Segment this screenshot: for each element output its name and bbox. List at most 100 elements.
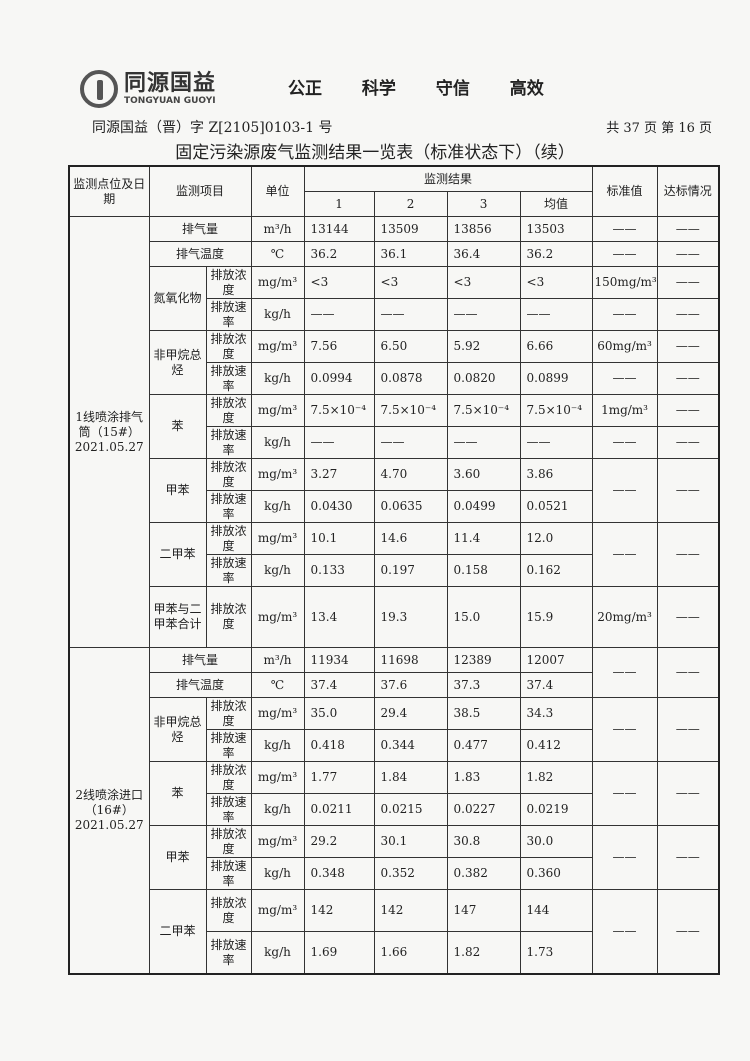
ok-cell: —— bbox=[656, 697, 720, 762]
value-cell: 7.5×10⁻⁴ bbox=[519, 394, 593, 427]
ok-cell: —— bbox=[656, 889, 720, 975]
value-cell: 6.66 bbox=[519, 330, 593, 363]
sub-item-cell: 排放速率 bbox=[205, 362, 252, 395]
table-row: 排放速率 kg/h —— —— —— —— —— —— bbox=[69, 298, 720, 331]
value-cell: <3 bbox=[446, 266, 521, 299]
header-run: 2 bbox=[373, 191, 448, 217]
unit-cell: kg/h bbox=[250, 931, 305, 975]
value-cell: —— bbox=[373, 298, 448, 331]
value-cell: 0.344 bbox=[373, 729, 448, 762]
table-row: 苯排放浓度 mg/m³ 1.77 1.84 1.83 1.82 —— —— bbox=[69, 761, 720, 826]
ok-cell: —— bbox=[656, 298, 720, 331]
value-cell: 38.5 bbox=[446, 697, 521, 730]
value-cell: 3.86 bbox=[519, 458, 593, 491]
value-cell: 142 bbox=[373, 889, 448, 932]
sub-item-cell: 排放浓度 bbox=[205, 266, 252, 299]
value-cell: 0.412 bbox=[519, 729, 593, 762]
site-cell: 1线喷涂排气筒（15#）2021.05.27 bbox=[68, 216, 150, 648]
value-cell: 0.352 bbox=[373, 857, 448, 890]
value-cell: 36.1 bbox=[373, 241, 448, 267]
sub-item-cell: 排放浓度 bbox=[205, 458, 252, 491]
table-row: 非甲烷总烃 排放浓度 mg/m³ 7.56 6.50 5.92 6.66 60mg/m³ —— bbox=[69, 330, 720, 395]
unit-cell: mg/m³ bbox=[250, 458, 305, 491]
slogan: 公正 科学 守信 高效 bbox=[288, 74, 578, 99]
results-table: 监测点位及日期 监测项目 单位 监测结果 标准值 达标情况 1 2 3 均值 1… bbox=[68, 165, 721, 975]
unit-cell: m³/h bbox=[250, 647, 305, 673]
ok-cell: —— bbox=[656, 761, 720, 826]
item-cell: 甲苯与二甲苯合计 bbox=[148, 586, 207, 648]
sub-item-cell: 排放速率 bbox=[205, 793, 252, 826]
value-cell: 1.66 bbox=[373, 931, 448, 975]
unit-cell: mg/m³ bbox=[250, 697, 305, 730]
std-cell: —— bbox=[591, 825, 658, 890]
value-cell: 0.133 bbox=[303, 554, 375, 587]
header-ok: 达标情况 bbox=[656, 165, 720, 217]
sub-item-cell: 排放浓度 bbox=[205, 394, 252, 427]
value-cell: —— bbox=[373, 426, 448, 459]
logo-icon bbox=[80, 70, 118, 108]
value-cell: 37.6 bbox=[373, 672, 448, 698]
std-cell: 20mg/m³ bbox=[591, 586, 658, 648]
item-cell: 非甲烷总烃 bbox=[148, 330, 207, 395]
table-row: 排放速率 kg/h 0.348 0.352 0.382 0.360 bbox=[69, 857, 719, 890]
item-cell: 排气量 bbox=[148, 216, 252, 242]
header-std: 标准值 bbox=[591, 165, 658, 217]
value-cell: 10.1 bbox=[303, 522, 375, 555]
value-cell: 1.83 bbox=[446, 761, 521, 794]
header-run: 均值 bbox=[519, 191, 593, 217]
value-cell: 0.0878 bbox=[373, 362, 448, 395]
item-cell: 排气温度 bbox=[148, 672, 252, 698]
unit-cell: mg/m³ bbox=[250, 330, 305, 363]
value-cell: 0.0211 bbox=[303, 793, 375, 826]
value-cell: 1.73 bbox=[519, 931, 593, 975]
slogan-word: 科学 bbox=[361, 79, 396, 99]
value-cell: 6.50 bbox=[373, 330, 448, 363]
value-cell: 0.0219 bbox=[519, 793, 593, 826]
header-site: 监测点位及日期 bbox=[68, 165, 150, 217]
value-cell: 5.92 bbox=[446, 330, 521, 363]
unit-cell: kg/h bbox=[250, 362, 305, 395]
table-row: 1线喷涂排气筒（15#）2021.05.27 排气量 m³/h 13144 13509 1… bbox=[68, 216, 720, 648]
sub-item-cell: 排放浓度 bbox=[205, 586, 252, 648]
ok-cell: —— bbox=[656, 362, 720, 395]
value-cell: 12007 bbox=[519, 647, 593, 673]
unit-cell: mg/m³ bbox=[250, 522, 305, 555]
slogan-word: 高效 bbox=[509, 79, 544, 99]
slogan-word: 守信 bbox=[435, 79, 470, 99]
header-item: 监测项目 bbox=[148, 165, 252, 217]
item-cell: 甲苯 bbox=[148, 825, 207, 890]
ok-cell: —— bbox=[656, 647, 720, 698]
value-cell: —— bbox=[446, 298, 521, 331]
value-cell: 0.0215 bbox=[373, 793, 448, 826]
sub-item-cell: 排放浓度 bbox=[205, 825, 252, 858]
value-cell: 144 bbox=[519, 889, 593, 932]
value-cell: 13856 bbox=[446, 216, 521, 242]
table-title: 固定污染源废气监测结果一览表（标准状态下）（续） bbox=[175, 143, 575, 163]
table-row: 2线喷涂进口（16#）2021.05.27 排气量 m³/h 11934 11698 12… bbox=[68, 647, 720, 975]
table-row: 氮氧化物 排放浓度 mg/m³ <3 <3 <3 <3 150mg/m³ —— bbox=[69, 266, 720, 331]
sub-item-cell: 排放速率 bbox=[205, 490, 252, 523]
value-cell: 3.27 bbox=[303, 458, 375, 491]
value-cell: 3.60 bbox=[446, 458, 521, 491]
slogan-word: 公正 bbox=[288, 79, 322, 99]
std-cell: 60mg/m³ bbox=[591, 330, 658, 363]
std-cell: 1mg/m³ bbox=[591, 394, 658, 427]
ok-cell: —— bbox=[656, 586, 720, 648]
unit-cell: kg/h bbox=[250, 554, 305, 587]
table-row: 苯排放浓度 mg/m³ 7.5×10⁻⁴ 7.5×10⁻⁴ 7.5×10⁻⁴ 7.5×10… bbox=[69, 394, 720, 459]
value-cell: 0.0499 bbox=[446, 490, 521, 523]
sub-item-cell: 排放浓度 bbox=[205, 522, 252, 555]
value-cell: 7.56 bbox=[303, 330, 375, 363]
table-row: 甲苯 排放浓度 mg/m³ 3.27 4.70 3.60 3.86 —— —— bbox=[69, 458, 720, 523]
table-row: 甲苯 排放浓度 mg/m³ 29.2 30.1 30.8 30.0 —— —— bbox=[69, 825, 720, 890]
sub-item-cell: 排放速率 bbox=[205, 857, 252, 890]
table-row: 二甲苯 排放浓度 mg/m³ 142 142 147 144 —— —— bbox=[69, 889, 720, 975]
value-cell: 7.5×10⁻⁴ bbox=[446, 394, 521, 427]
sub-item-cell: 排放浓度 bbox=[205, 697, 252, 730]
std-cell: —— bbox=[591, 458, 658, 523]
value-cell: 30.0 bbox=[519, 825, 593, 858]
sub-item-cell: 排放浓度 bbox=[205, 889, 252, 932]
sub-item-cell: 排放速率 bbox=[205, 426, 252, 459]
std-cell: —— bbox=[591, 362, 658, 395]
table-row: 排气温度 ℃ 36.2 36.1 36.4 36.2 —— —— bbox=[69, 241, 720, 267]
